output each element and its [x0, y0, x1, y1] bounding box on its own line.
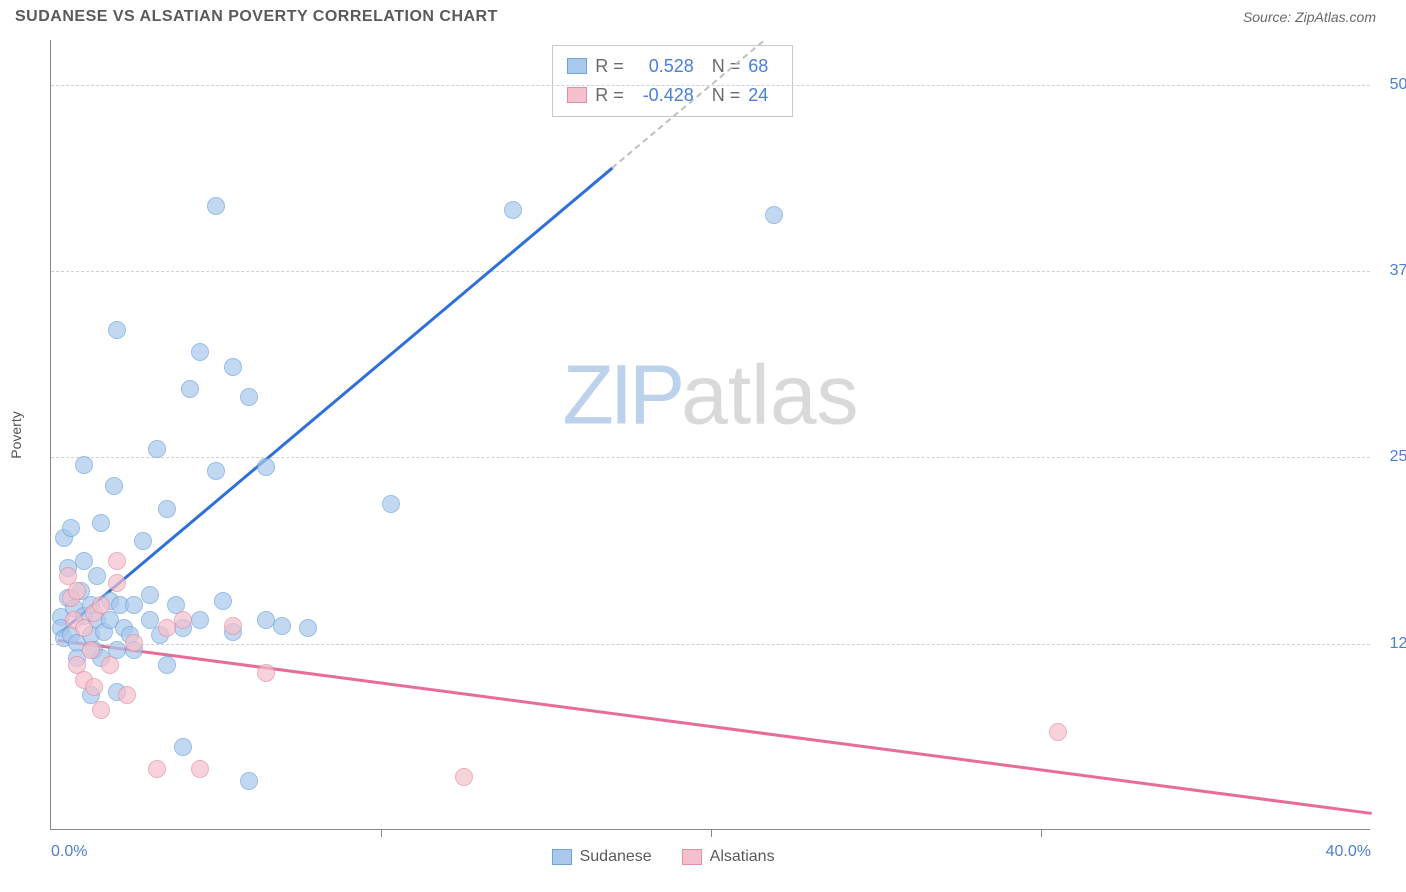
legend-label: Alsatians — [710, 848, 775, 866]
data-point-pink — [158, 619, 176, 637]
data-point-blue — [88, 567, 106, 585]
data-point-blue — [158, 656, 176, 674]
data-point-pink — [191, 760, 209, 778]
data-point-blue — [191, 611, 209, 629]
data-point-blue — [273, 617, 291, 635]
legend: Sudanese Alsatians — [552, 848, 775, 866]
n-label: N = — [712, 52, 741, 81]
data-point-blue — [181, 380, 199, 398]
data-point-pink — [108, 574, 126, 592]
gridline — [51, 644, 1370, 645]
data-point-pink — [85, 678, 103, 696]
y-axis-title: Poverty — [8, 411, 24, 458]
legend-label: Sudanese — [580, 848, 652, 866]
trendline-blue — [57, 167, 613, 636]
chart-header: SUDANESE VS ALSATIAN POVERTY CORRELATION… — [0, 0, 1406, 34]
stats-box: R = 0.528 N = 68 R = -0.428 N = 24 — [552, 45, 793, 117]
data-point-pink — [68, 582, 86, 600]
data-point-blue — [141, 586, 159, 604]
y-tick-label: 50.0% — [1390, 76, 1406, 94]
data-point-pink — [257, 664, 275, 682]
data-point-blue — [108, 321, 126, 339]
data-point-blue — [75, 456, 93, 474]
swatch-pink-icon — [567, 87, 587, 103]
r-label: R = — [595, 52, 624, 81]
data-point-blue — [148, 440, 166, 458]
data-point-blue — [125, 596, 143, 614]
data-point-pink — [224, 617, 242, 635]
swatch-pink-icon — [682, 849, 702, 865]
legend-item-sudanese: Sudanese — [552, 848, 652, 866]
data-point-blue — [62, 519, 80, 537]
data-point-pink — [148, 760, 166, 778]
data-point-pink — [82, 641, 100, 659]
data-point-pink — [174, 611, 192, 629]
gridline — [51, 271, 1370, 272]
data-point-pink — [92, 596, 110, 614]
legend-item-alsatians: Alsatians — [682, 848, 775, 866]
watermark: ZIPatlas — [562, 347, 858, 444]
x-tick-label: 40.0% — [1326, 843, 1371, 861]
n-value-sudanese: 68 — [748, 52, 778, 81]
data-point-blue — [257, 458, 275, 476]
data-point-blue — [75, 552, 93, 570]
data-point-blue — [240, 388, 258, 406]
data-point-blue — [92, 514, 110, 532]
data-point-blue — [504, 201, 522, 219]
swatch-blue-icon — [567, 58, 587, 74]
data-point-pink — [1049, 723, 1067, 741]
data-point-pink — [455, 768, 473, 786]
x-tick — [711, 829, 712, 837]
plot-region: ZIPatlas Poverty R = 0.528 N = 68 R = -0… — [50, 40, 1370, 830]
data-point-blue — [174, 738, 192, 756]
data-point-blue — [240, 772, 258, 790]
data-point-pink — [101, 656, 119, 674]
chart-area: ZIPatlas Poverty R = 0.528 N = 68 R = -0… — [50, 40, 1370, 830]
y-tick-label: 25.0% — [1390, 448, 1406, 466]
data-point-blue — [134, 532, 152, 550]
data-point-blue — [207, 462, 225, 480]
data-point-pink — [108, 552, 126, 570]
swatch-blue-icon — [552, 849, 572, 865]
trendline-pink — [57, 639, 1371, 815]
data-point-blue — [214, 592, 232, 610]
data-point-blue — [765, 206, 783, 224]
gridline — [51, 457, 1370, 458]
data-point-blue — [158, 500, 176, 518]
y-tick-label: 12.5% — [1390, 635, 1406, 653]
x-tick-label: 0.0% — [51, 843, 87, 861]
data-point-blue — [191, 343, 209, 361]
data-point-pink — [92, 701, 110, 719]
chart-title: SUDANESE VS ALSATIAN POVERTY CORRELATION… — [15, 8, 498, 26]
chart-source: Source: ZipAtlas.com — [1243, 9, 1376, 25]
watermark-atlas: atlas — [681, 348, 858, 442]
data-point-blue — [207, 197, 225, 215]
y-tick-label: 37.5% — [1390, 262, 1406, 280]
data-point-blue — [299, 619, 317, 637]
x-tick — [1041, 829, 1042, 837]
data-point-blue — [224, 358, 242, 376]
x-tick — [381, 829, 382, 837]
data-point-pink — [125, 634, 143, 652]
watermark-zip: ZIP — [562, 348, 681, 442]
data-point-pink — [118, 686, 136, 704]
data-point-blue — [382, 495, 400, 513]
data-point-blue — [257, 611, 275, 629]
data-point-blue — [105, 477, 123, 495]
r-value-sudanese: 0.528 — [632, 52, 694, 81]
